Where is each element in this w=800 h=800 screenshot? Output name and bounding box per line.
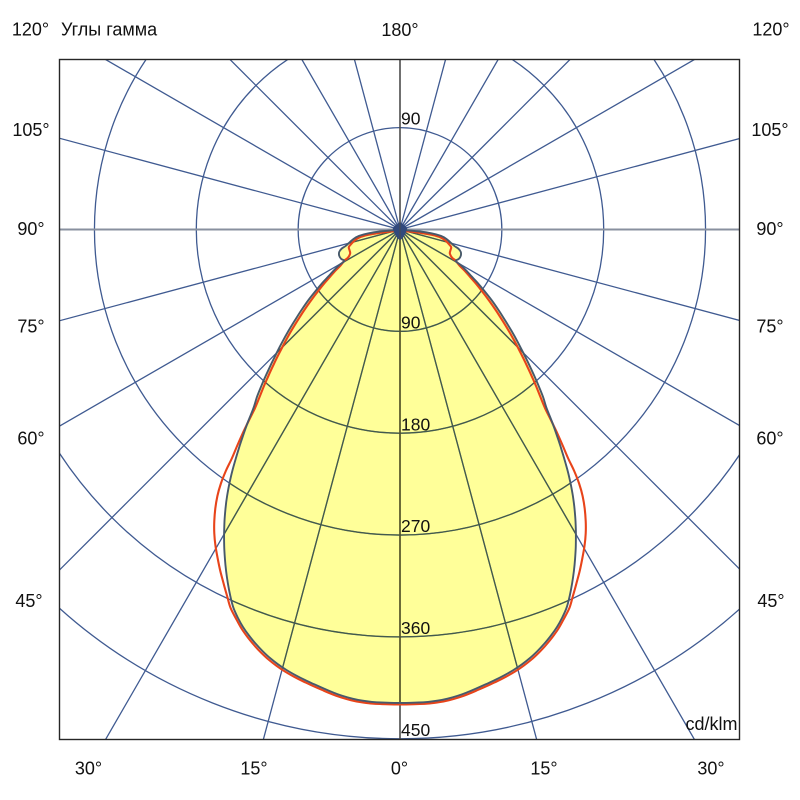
svg-text:120°: 120° xyxy=(752,20,789,40)
svg-text:30°: 30° xyxy=(697,759,724,779)
svg-text:60°: 60° xyxy=(756,429,783,449)
svg-text:0°: 0° xyxy=(391,759,408,779)
svg-text:45°: 45° xyxy=(757,591,784,611)
svg-text:15°: 15° xyxy=(530,759,557,779)
svg-text:15°: 15° xyxy=(240,759,267,779)
svg-text:180: 180 xyxy=(401,414,430,434)
svg-text:360: 360 xyxy=(401,618,430,638)
svg-text:450: 450 xyxy=(401,720,430,740)
svg-text:45°: 45° xyxy=(15,591,42,611)
svg-text:105°: 105° xyxy=(12,120,49,140)
svg-text:60°: 60° xyxy=(17,429,44,449)
svg-text:75°: 75° xyxy=(17,317,44,337)
svg-text:90°: 90° xyxy=(756,219,783,239)
svg-text:75°: 75° xyxy=(756,317,783,337)
svg-text:30°: 30° xyxy=(75,759,102,779)
svg-text:90°: 90° xyxy=(17,219,44,239)
svg-text:105°: 105° xyxy=(751,120,788,140)
svg-text:Углы гамма: Углы гамма xyxy=(61,20,158,40)
svg-text:270: 270 xyxy=(401,516,430,536)
svg-text:120°: 120° xyxy=(12,20,49,40)
svg-text:180°: 180° xyxy=(381,20,418,40)
svg-text:90: 90 xyxy=(401,109,421,129)
svg-text:cd/klm: cd/klm xyxy=(685,714,737,734)
svg-text:90: 90 xyxy=(401,313,421,333)
